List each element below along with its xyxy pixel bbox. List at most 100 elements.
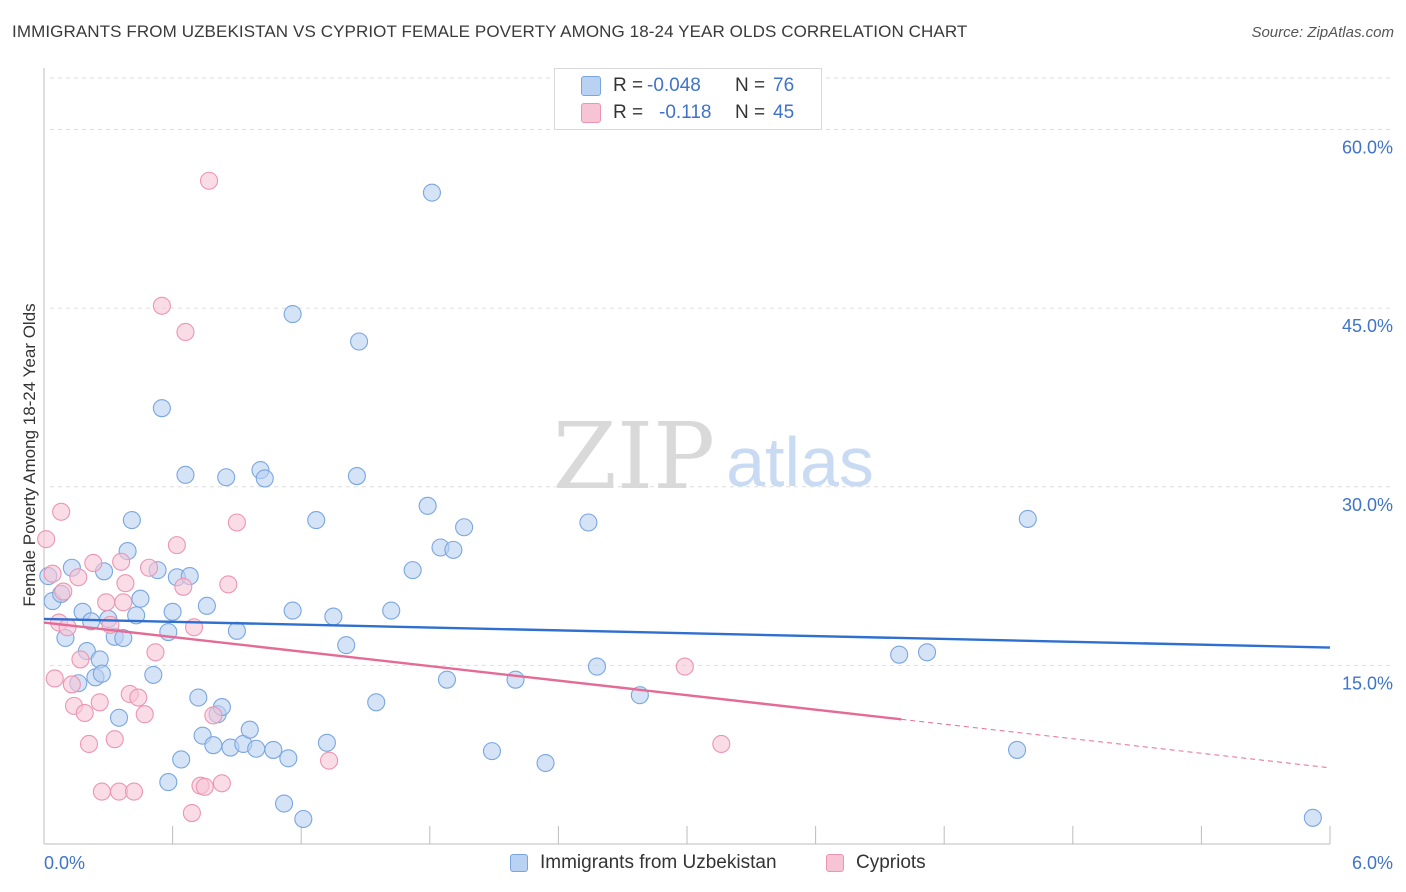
point-cypriot bbox=[174, 577, 193, 596]
point-uzbekistan bbox=[109, 708, 129, 727]
point-uzbekistan bbox=[403, 561, 422, 580]
point-uzbekistan bbox=[204, 736, 223, 755]
point-cypriot bbox=[212, 774, 231, 793]
point-uzbekistan bbox=[324, 607, 343, 626]
axes bbox=[43, 68, 1331, 845]
point-uzbekistan bbox=[227, 621, 246, 640]
point-cypriot bbox=[105, 730, 124, 749]
point-uzbekistan bbox=[197, 596, 216, 615]
point-uzbekistan bbox=[418, 496, 437, 515]
point-uzbekistan bbox=[506, 670, 525, 689]
point-uzbekistan bbox=[275, 794, 294, 813]
watermark-atlas: atlas bbox=[726, 423, 874, 501]
point-uzbekistan bbox=[422, 183, 441, 202]
point-cypriot bbox=[675, 657, 694, 676]
point-uzbekistan bbox=[131, 589, 150, 608]
stat-n-label: N = bbox=[735, 102, 766, 123]
point-uzbekistan bbox=[176, 465, 195, 484]
point-cypriot bbox=[129, 688, 148, 707]
legend-item-uzbekistan[interactable]: Immigrants from Uzbekistan bbox=[510, 852, 777, 874]
stat-r-label: R = bbox=[613, 102, 644, 123]
stat-r-label: R = bbox=[613, 75, 644, 96]
point-cypriot bbox=[79, 734, 99, 754]
point-cypriot bbox=[139, 558, 159, 577]
point-uzbekistan bbox=[587, 657, 607, 676]
stats-row-uzbekistan: R = -0.048 N = 76 bbox=[555, 73, 823, 99]
point-uzbekistan bbox=[1008, 740, 1027, 759]
watermark: ZIP atlas bbox=[553, 403, 874, 510]
point-uzbekistan bbox=[918, 643, 937, 662]
stat-n-value: 76 bbox=[773, 75, 795, 96]
y-axis-label: Female Poverty Among 18-24 Year Olds bbox=[20, 303, 39, 606]
legend-item-cypriots[interactable]: Cypriots bbox=[826, 852, 926, 874]
legend-swatch-pink bbox=[826, 854, 844, 872]
legend-label: Cypriots bbox=[856, 852, 926, 873]
stat-n-value: 45 bbox=[773, 102, 795, 123]
point-uzbekistan bbox=[127, 606, 146, 625]
point-uzbekistan bbox=[283, 601, 302, 620]
point-uzbekistan bbox=[114, 628, 133, 648]
point-cypriot bbox=[112, 552, 131, 571]
point-uzbekistan bbox=[172, 750, 191, 769]
point-uzbekistan bbox=[217, 468, 236, 487]
point-uzbekistan bbox=[579, 513, 598, 532]
point-uzbekistan bbox=[307, 511, 326, 530]
point-cypriot bbox=[135, 705, 154, 724]
point-cypriot bbox=[75, 703, 94, 723]
point-uzbekistan bbox=[159, 773, 178, 792]
y-tick-label: 60.0% bbox=[1342, 138, 1393, 158]
point-uzbekistan bbox=[444, 540, 463, 559]
point-uzbekistan bbox=[92, 664, 111, 683]
point-cypriot bbox=[97, 593, 116, 612]
point-cypriot bbox=[45, 669, 64, 688]
legend-swatch-pink bbox=[581, 103, 601, 123]
stat-n-label: N = bbox=[735, 75, 766, 96]
point-cypriot bbox=[90, 693, 109, 712]
trend-line-extension bbox=[901, 718, 1331, 769]
point-cypriot bbox=[54, 582, 73, 601]
point-cypriot bbox=[92, 782, 111, 801]
point-cypriot bbox=[43, 564, 62, 583]
y-tick-label: 15.0% bbox=[1342, 673, 1393, 693]
point-uzbekistan bbox=[347, 467, 366, 486]
point-cypriot bbox=[124, 782, 144, 801]
bottom-legend: Immigrants from Uzbekistan Cypriots bbox=[0, 850, 1406, 880]
point-cypriot bbox=[176, 322, 195, 342]
point-uzbekistan bbox=[264, 740, 283, 759]
trend-lines bbox=[43, 617, 1331, 769]
point-uzbekistan bbox=[482, 742, 502, 761]
point-uzbekistan bbox=[455, 518, 474, 537]
source-label: Source: ZipAtlas.com bbox=[1251, 24, 1394, 41]
trend-line-uzbekistan bbox=[43, 617, 1331, 649]
point-cypriot bbox=[712, 734, 731, 754]
point-uzbekistan bbox=[890, 645, 909, 664]
point-uzbekistan bbox=[437, 670, 456, 689]
point-uzbekistan bbox=[382, 601, 401, 620]
point-uzbekistan bbox=[536, 753, 555, 773]
point-cypriot bbox=[84, 553, 103, 573]
stats-legend: R = -0.048 N = 76 R = -0.118 N = 45 bbox=[554, 68, 822, 130]
x-tick-label: 6.0% bbox=[1352, 853, 1393, 873]
point-uzbekistan bbox=[350, 332, 369, 351]
point-cypriot bbox=[71, 650, 90, 669]
point-cypriot bbox=[52, 502, 71, 521]
point-cypriot bbox=[219, 575, 238, 594]
point-cypriot bbox=[199, 171, 219, 190]
point-uzbekistan bbox=[283, 305, 302, 324]
point-uzbekistan bbox=[317, 733, 336, 752]
point-cypriot bbox=[114, 593, 133, 612]
point-cypriot bbox=[204, 706, 223, 725]
y-tick-label: 30.0% bbox=[1342, 495, 1393, 515]
point-uzbekistan bbox=[163, 602, 182, 621]
point-uzbekistan bbox=[337, 636, 356, 655]
point-cypriot bbox=[320, 751, 339, 770]
point-cypriot bbox=[109, 782, 129, 801]
point-cypriot bbox=[182, 803, 201, 823]
data-points bbox=[37, 171, 1322, 829]
point-uzbekistan bbox=[189, 688, 208, 707]
chart-title: IMMIGRANTS FROM UZBEKISTAN VS CYPRIOT FE… bbox=[12, 22, 968, 41]
point-cypriot bbox=[116, 574, 135, 593]
legend-swatch-blue bbox=[581, 76, 601, 96]
trend-line-cypriots bbox=[43, 621, 902, 721]
point-uzbekistan bbox=[122, 511, 141, 530]
